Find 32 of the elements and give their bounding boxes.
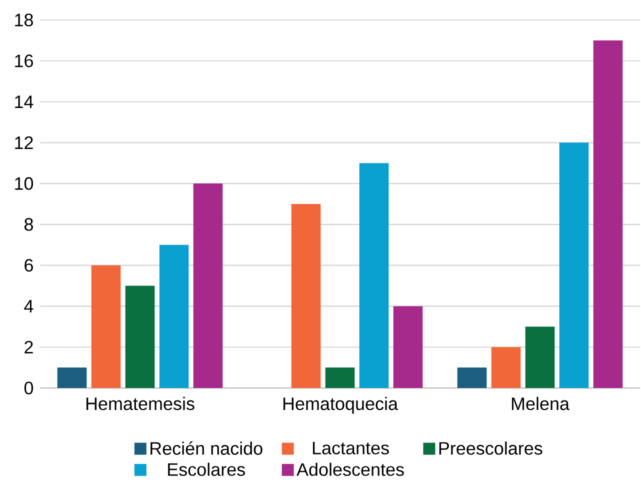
bar [359, 163, 389, 388]
bar [457, 368, 487, 388]
bar [325, 368, 355, 388]
bar [491, 347, 521, 388]
legend-label: Lactantes [312, 442, 389, 454]
y-tick-label: 2 [24, 340, 33, 354]
bar [525, 326, 555, 388]
bar [125, 286, 155, 388]
y-tick-label: 12 [15, 136, 33, 149]
x-tick-label: Melena [512, 396, 570, 410]
legend-label: Escolares [168, 462, 245, 476]
bar [291, 204, 321, 388]
legend-label: Preescolares [439, 442, 542, 455]
bar [91, 265, 121, 388]
x-tick-label: Hematoquecia [283, 396, 398, 414]
legend-label: Recién nacido [150, 441, 262, 455]
y-tick-label: 4 [24, 300, 34, 312]
bar [193, 184, 223, 388]
y-tick-label: 16 [15, 54, 33, 68]
x-tick-label: Hematemesis [86, 396, 194, 410]
y-tick-label: 6 [24, 258, 33, 272]
bar [593, 40, 623, 388]
y-tick-label: 0 [24, 382, 34, 394]
bar [559, 142, 589, 388]
y-tick-label: 18 [15, 14, 33, 26]
legend-label: Adolescentes [296, 462, 404, 476]
bar [393, 306, 423, 388]
y-tick-label: 8 [24, 218, 33, 231]
bar [159, 244, 189, 388]
y-tick-label: 14 [15, 96, 34, 108]
y-tick-label: 10 [15, 177, 34, 190]
bar [57, 368, 87, 388]
